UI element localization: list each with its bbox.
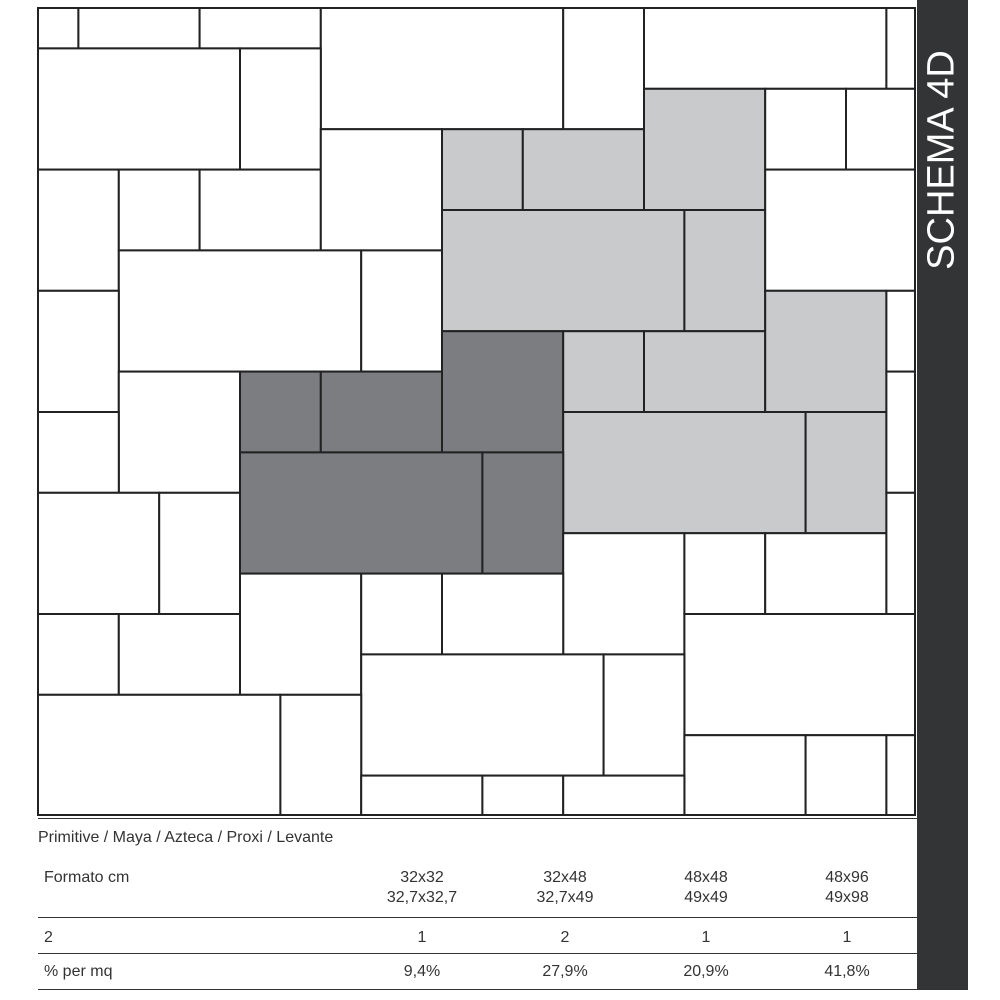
side-band: [917, 0, 968, 990]
tile: [117, 249, 363, 373]
tile: [643, 87, 767, 211]
format-cell: 48x96: [825, 869, 869, 886]
tile: [441, 209, 686, 333]
tile: [38, 693, 282, 815]
tile: [562, 774, 686, 815]
format-cell: 32,7x32,7: [386, 889, 458, 906]
tile: [319, 370, 443, 454]
row-cell: 41,8%: [824, 963, 870, 980]
tile: [562, 330, 646, 414]
tile: [481, 774, 565, 815]
tile: [441, 572, 565, 656]
tile: [764, 289, 888, 413]
tile: [521, 128, 645, 211]
format-cell: 49x49: [684, 889, 728, 906]
row-cell: 27,9%: [542, 963, 588, 980]
tile-group: [38, 8, 915, 815]
tile: [683, 532, 767, 616]
caption: Primitive / Maya / Azteca / Proxi / Leva…: [38, 829, 334, 846]
tile: [239, 47, 322, 171]
tile: [885, 289, 915, 373]
tile: [198, 168, 322, 252]
tile: [38, 491, 161, 615]
tile: [804, 411, 888, 535]
tile: [764, 168, 915, 292]
tile: [845, 87, 915, 171]
tile: [319, 8, 565, 131]
tile: [117, 168, 201, 252]
rule: [38, 989, 917, 990]
tile: [239, 572, 363, 696]
tile: [279, 693, 363, 815]
tile: [885, 8, 915, 90]
format-cell: 32x48: [543, 869, 587, 886]
tile: [764, 87, 848, 171]
format-cell: 49x98: [825, 889, 869, 906]
header-label: Formato cm: [44, 869, 130, 886]
tile: [562, 8, 646, 131]
rule: [38, 818, 917, 819]
tile: [441, 128, 524, 211]
tile: [319, 128, 443, 252]
tile: [38, 411, 120, 494]
format-cell: 48x48: [684, 869, 728, 886]
tile: [117, 370, 241, 494]
tile: [158, 491, 241, 615]
row-cell: 1: [842, 929, 852, 946]
tile: [764, 532, 888, 616]
schema-title: SCHEMA 4D: [920, 50, 963, 270]
tile: [38, 289, 120, 413]
tile: [562, 411, 807, 535]
row-label: % per mq: [44, 963, 113, 980]
tile: [643, 330, 767, 414]
tile: [38, 168, 120, 292]
tile: [360, 572, 444, 656]
tile: [360, 653, 605, 777]
tile: [683, 209, 767, 333]
tile: [38, 47, 241, 171]
tile: [360, 249, 444, 373]
tile: [360, 774, 484, 815]
tile: [198, 8, 322, 50]
tile: [602, 653, 686, 777]
format-cell: 32,7x49: [536, 889, 594, 906]
tile: [885, 370, 915, 494]
tile: [239, 451, 484, 575]
tile: [38, 8, 80, 50]
row-cell: 2: [560, 929, 570, 946]
tile: [117, 613, 241, 696]
row-label: 2: [44, 929, 53, 946]
tile: [38, 613, 120, 696]
format-cell: 32x32: [400, 869, 444, 886]
tile: [239, 370, 322, 454]
row-cell: 20,9%: [683, 963, 729, 980]
rule: [38, 917, 917, 918]
row-cell: 9,4%: [403, 963, 441, 980]
tile: [683, 734, 807, 815]
row-cell: 1: [417, 929, 427, 946]
rule: [38, 953, 917, 954]
tile: [804, 734, 888, 815]
tile: [77, 8, 201, 50]
tile: [481, 451, 565, 575]
tile: [562, 532, 686, 656]
tile: [643, 8, 888, 90]
row-cell: 1: [701, 929, 711, 946]
tile-frame: [37, 7, 916, 816]
tile: [885, 734, 915, 815]
tile-layout: [37, 7, 916, 816]
tile: [885, 491, 915, 615]
tile: [683, 613, 915, 737]
tile: [441, 330, 565, 454]
